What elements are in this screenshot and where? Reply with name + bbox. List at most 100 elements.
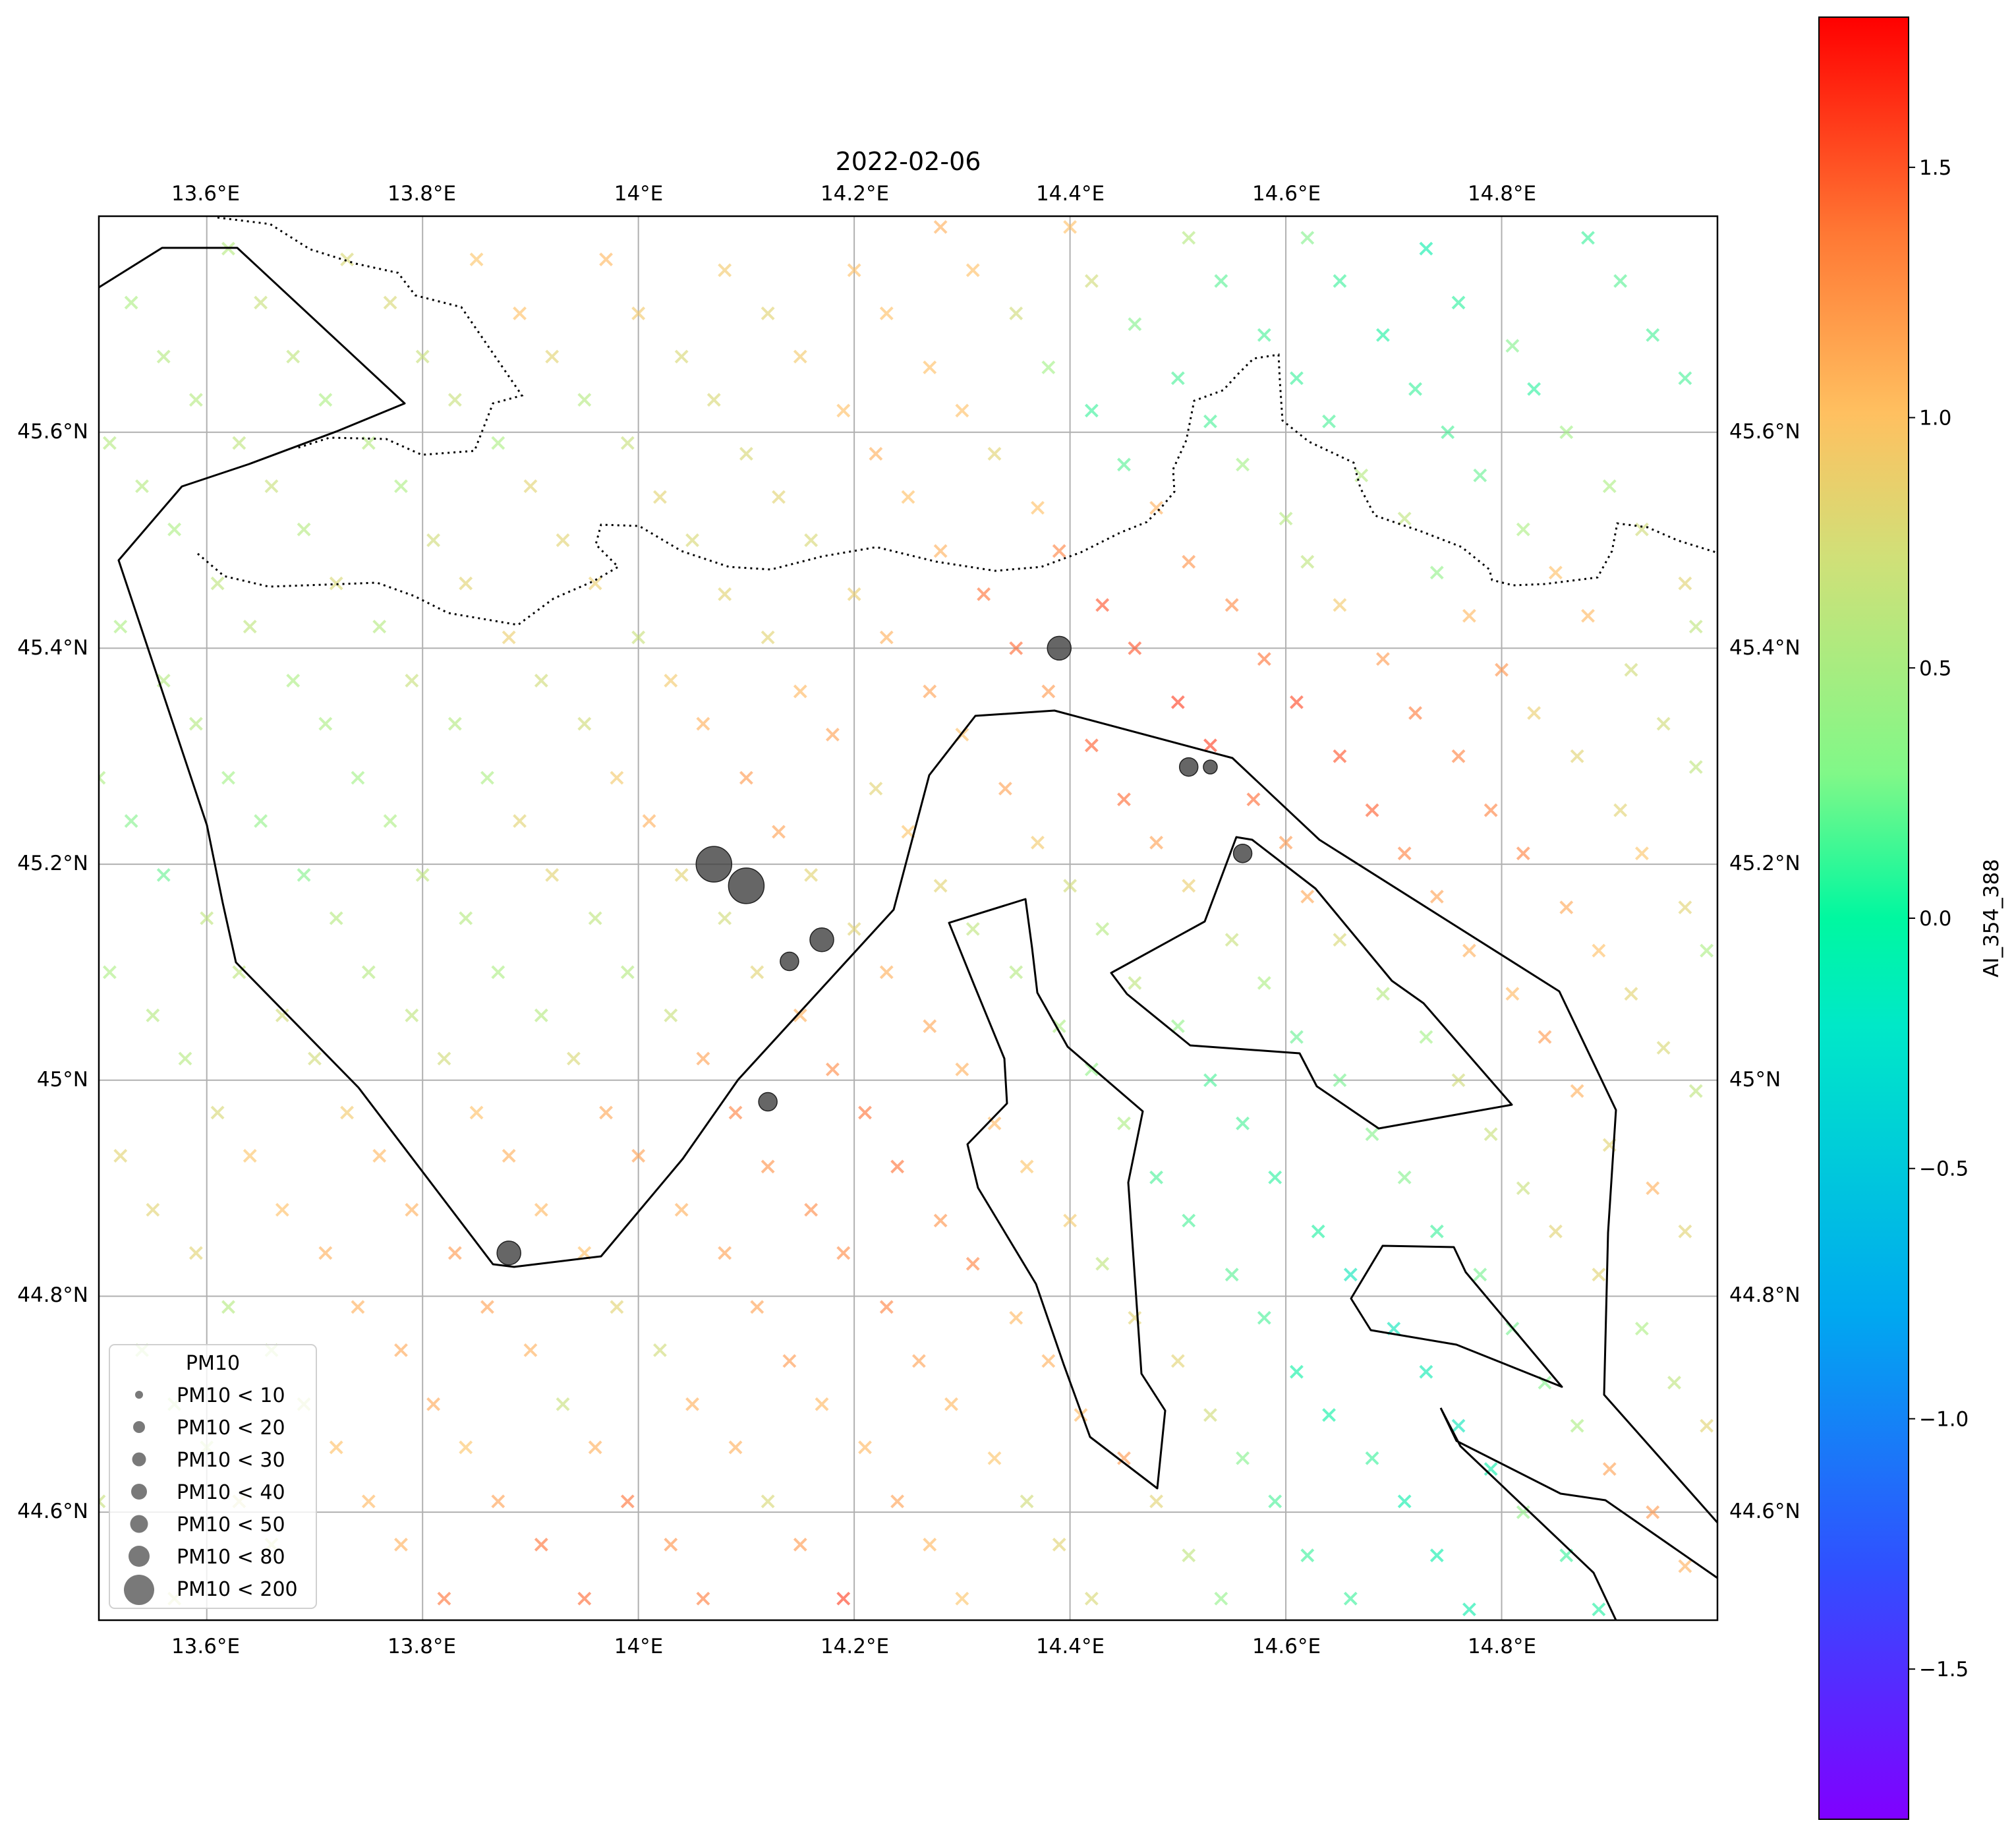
ai-marker	[513, 307, 527, 320]
pm10-station-marker	[780, 951, 799, 972]
ai-marker	[459, 576, 473, 591]
ai-marker	[739, 771, 753, 785]
legend: PM10 PM10 < 10 PM10 < 20 PM10 < 30 PM10 …	[109, 1344, 317, 1609]
ai-marker	[297, 868, 311, 882]
ai-marker	[1182, 1548, 1196, 1563]
ai-marker	[1257, 328, 1271, 342]
ai-marker	[1300, 554, 1315, 569]
ai-marker	[610, 1300, 624, 1314]
ai-marker	[156, 868, 171, 882]
ai-marker	[318, 1246, 333, 1260]
left-tick-label: 45.2°N	[17, 852, 88, 875]
ai-marker	[1570, 1418, 1584, 1433]
pm10-station-marker	[1178, 757, 1199, 777]
ai-marker	[1041, 1354, 1056, 1368]
ai-marker	[1128, 976, 1142, 990]
ai-marker	[890, 1494, 905, 1509]
ai-marker	[1290, 695, 1304, 709]
ai-marker	[782, 1354, 797, 1368]
ai-marker	[308, 1051, 322, 1066]
pm10-station-marker	[1232, 843, 1253, 863]
ai-marker	[610, 771, 624, 785]
ai-marker	[1279, 835, 1293, 850]
ai-marker	[135, 479, 149, 494]
ai-marker	[1224, 1268, 1239, 1282]
ai-marker	[1203, 1408, 1217, 1422]
ai-marker	[491, 1494, 505, 1509]
ai-marker	[739, 447, 753, 461]
ai-marker	[1429, 889, 1444, 904]
ai-marker	[361, 965, 376, 979]
ai-marker	[99, 1494, 106, 1509]
ai-marker	[718, 587, 732, 601]
top-tick-label: 13.8°E	[388, 182, 456, 206]
ai-marker	[674, 868, 689, 882]
ai-marker	[459, 911, 473, 925]
ai-marker	[1182, 1213, 1196, 1228]
ai-marker	[1333, 598, 1347, 612]
ai-marker	[469, 1105, 484, 1120]
ai-marker	[1408, 382, 1422, 396]
left-tick-labels: 45.6°N 45.4°N 45.2°N 45°N 44.8°N 44.6°N	[17, 420, 88, 1523]
ai-marker	[685, 533, 699, 547]
ai-marker	[987, 1451, 1002, 1465]
ai-marker	[728, 1440, 743, 1455]
ai-marker	[825, 1062, 840, 1076]
ai-marker	[1149, 500, 1164, 515]
ai-marker	[772, 825, 786, 839]
ai-marker	[1343, 1268, 1358, 1282]
ai-marker	[1257, 652, 1271, 666]
ai-marker	[1031, 500, 1045, 515]
ai-marker	[383, 295, 397, 310]
ai-marker	[879, 965, 894, 979]
graticule	[99, 216, 1717, 1620]
ai-marker	[124, 814, 138, 828]
colorbar-tick-label: −1.0	[1919, 1407, 1969, 1431]
ai-marker	[1182, 554, 1196, 569]
ai-marker	[750, 1300, 764, 1314]
ai-marker	[879, 630, 894, 645]
ai-marker	[459, 1440, 473, 1455]
ai-marker	[631, 307, 646, 320]
ai-marker	[631, 630, 646, 645]
ai-marker	[1559, 900, 1574, 915]
legend-marker	[124, 1575, 154, 1605]
ai-marker	[426, 1397, 440, 1411]
ai-marker	[394, 1343, 408, 1357]
ai-marker	[1376, 328, 1390, 342]
ai-marker	[1300, 231, 1315, 245]
ai-marker	[318, 716, 333, 731]
ai-marker	[664, 1008, 678, 1022]
map-title: 2022-02-06	[836, 147, 981, 176]
ai-marker	[761, 307, 775, 320]
ai-marker	[577, 1591, 592, 1606]
ai-marker	[1063, 879, 1078, 893]
ai-marker	[243, 620, 257, 634]
ai-marker	[1095, 1256, 1110, 1271]
coastline-istria-mainland	[99, 247, 1717, 1523]
ai-marker	[642, 814, 656, 828]
ai-marker	[405, 1202, 419, 1217]
ai-marker	[1084, 738, 1099, 753]
ai-marker	[1688, 620, 1703, 634]
right-tick-label: 44.6°N	[1729, 1500, 1800, 1523]
legend-title: PM10	[186, 1352, 240, 1375]
ai-marker	[718, 263, 732, 278]
ai-marker	[1505, 339, 1520, 353]
ai-marker	[804, 533, 819, 547]
ai-marker	[1441, 425, 1455, 440]
ai-marker	[1634, 1322, 1649, 1336]
ai-marker-layer	[99, 219, 1714, 1617]
ai-marker	[275, 1008, 289, 1022]
ai-marker	[1505, 987, 1520, 1001]
ai-marker	[1020, 1159, 1034, 1174]
ai-marker	[124, 295, 138, 310]
ai-marker	[1581, 608, 1595, 623]
ai-marker	[415, 349, 430, 364]
ai-marker	[1236, 1116, 1250, 1130]
ai-marker	[923, 1019, 937, 1034]
ai-marker	[761, 1159, 775, 1174]
ai-marker	[599, 252, 613, 266]
ai-marker	[1700, 943, 1714, 958]
ai-marker	[1376, 987, 1390, 1001]
